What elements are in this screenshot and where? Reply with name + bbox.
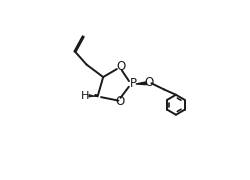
Text: O: O — [117, 60, 126, 73]
Text: H: H — [81, 91, 89, 101]
Polygon shape — [136, 82, 146, 85]
Text: O: O — [144, 76, 154, 89]
Text: P: P — [130, 77, 137, 90]
Text: O: O — [116, 95, 125, 108]
